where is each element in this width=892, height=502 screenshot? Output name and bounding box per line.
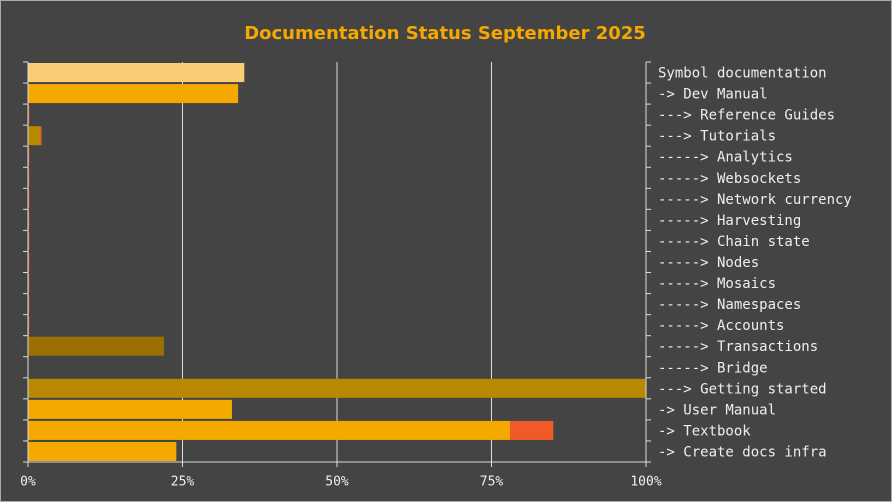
bar [28,315,30,335]
chart-title: Documentation Status September 2025 [244,23,646,44]
category-label: -> Textbook [658,423,751,439]
x-tick-label: 75% [480,475,504,490]
x-tick-label: 100% [630,475,661,490]
bar [28,231,30,251]
x-tick-label: 0% [20,475,36,490]
bar [28,294,30,314]
bar [28,63,245,83]
category-label: -----> Nodes [658,255,759,271]
category-label: ---> Getting started [658,381,827,397]
category-label: -> User Manual [658,402,776,418]
bar [28,273,30,293]
bar [28,84,239,104]
category-label: Symbol documentation [658,66,827,82]
x-tick-label: 50% [325,475,349,490]
bar [28,336,164,356]
bar [28,399,232,419]
bar [28,420,511,440]
category-label: ---> Tutorials [658,129,776,145]
category-label: -----> Analytics [658,150,793,166]
bar [28,210,30,230]
x-tick-label: 25% [171,475,195,490]
category-label: -----> Bridge [658,360,768,376]
category-label: -----> Websockets [658,171,801,187]
category-label: -----> Chain state [658,234,810,250]
bar [40,126,42,146]
bar [28,147,30,167]
bar [510,420,554,440]
bar [28,189,30,209]
category-label: ---> Reference Guides [658,108,835,124]
category-label: -----> Network currency [658,192,852,208]
category-label: -----> Mosaics [658,276,776,292]
bar [28,126,41,146]
bar [28,252,30,272]
category-label: -> Dev Manual [658,87,768,103]
category-label: -----> Namespaces [658,297,801,313]
bar [28,105,30,125]
category-label: -----> Transactions [658,339,818,355]
bar [28,441,177,461]
category-label: -----> Accounts [658,318,784,334]
bar [28,378,646,398]
category-label: -----> Harvesting [658,213,801,229]
category-label: -> Create docs infra [658,444,827,460]
bar [28,168,30,188]
